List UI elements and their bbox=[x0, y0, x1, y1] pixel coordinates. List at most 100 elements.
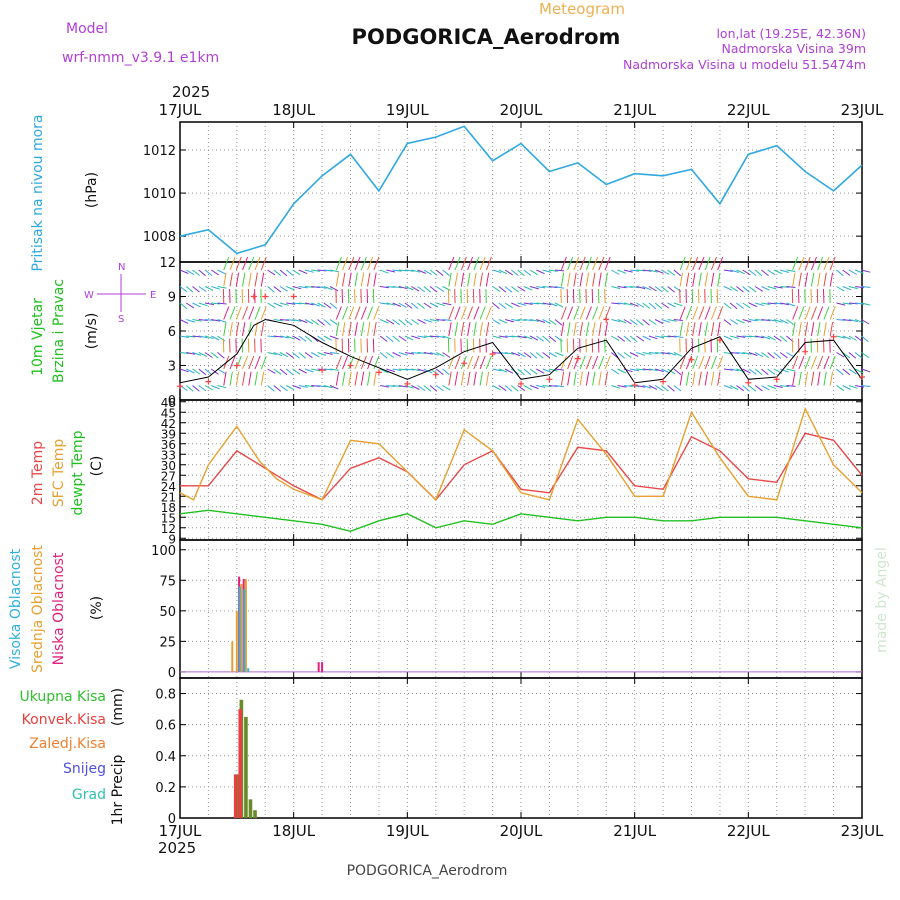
wind-barb bbox=[611, 286, 621, 290]
wind-barb bbox=[667, 352, 677, 356]
compass-s: S bbox=[118, 314, 124, 325]
wind-barb bbox=[579, 371, 583, 386]
wind-barb bbox=[235, 322, 240, 337]
wind-barb bbox=[379, 319, 389, 324]
wind-barb bbox=[348, 306, 355, 320]
precip-bar bbox=[238, 709, 243, 818]
wind-barb bbox=[723, 335, 733, 341]
wind-barb bbox=[542, 385, 552, 388]
wind-barb bbox=[673, 302, 683, 307]
wind-barb bbox=[536, 302, 546, 305]
wind-barb bbox=[392, 335, 400, 342]
wind-barb bbox=[636, 335, 645, 342]
wind-barb bbox=[273, 352, 283, 357]
wind-barb bbox=[192, 385, 200, 392]
wind-barb bbox=[517, 368, 525, 376]
wind-barb bbox=[417, 352, 427, 354]
wind-barb bbox=[529, 286, 539, 290]
compass-e: E bbox=[150, 290, 156, 301]
wind-barb bbox=[179, 368, 189, 373]
wind-barb bbox=[773, 352, 782, 359]
wind-barb bbox=[267, 335, 277, 338]
wind-barb bbox=[342, 306, 349, 320]
wind-barb bbox=[642, 352, 652, 355]
wind-barb bbox=[298, 385, 308, 388]
wind-barb bbox=[304, 385, 315, 388]
wind-barb bbox=[367, 272, 371, 287]
wind-barb bbox=[536, 319, 545, 323]
wind-barb bbox=[436, 286, 445, 292]
wind-barb bbox=[698, 355, 705, 370]
wind-barb bbox=[279, 352, 289, 358]
wind-barb bbox=[773, 269, 783, 275]
wind-barb bbox=[523, 335, 533, 340]
wind-barb bbox=[529, 368, 538, 375]
wind-barb bbox=[398, 286, 408, 290]
wind-barb bbox=[354, 371, 358, 386]
wind-barb bbox=[417, 368, 427, 373]
wind-barb bbox=[523, 286, 533, 291]
wind-barb bbox=[817, 272, 821, 287]
wind-barb bbox=[473, 322, 477, 337]
wind-barb bbox=[429, 352, 439, 356]
wind-barb bbox=[411, 269, 421, 273]
y-tick-label: 24 bbox=[161, 480, 176, 494]
wind-barb bbox=[392, 368, 402, 372]
footer-station: PODGORICA_Aerodrom bbox=[347, 863, 508, 879]
wind-barb bbox=[579, 256, 586, 271]
wind-barb bbox=[192, 286, 200, 293]
wind-barb bbox=[198, 368, 207, 376]
wind-barb bbox=[717, 322, 721, 337]
wind-barb bbox=[854, 269, 864, 274]
y-tick-label: 48 bbox=[161, 396, 176, 410]
wind-barb bbox=[798, 272, 802, 287]
wind-barb bbox=[179, 335, 189, 338]
sfc-temp-line bbox=[179, 406, 863, 502]
wind-barb bbox=[829, 272, 834, 287]
wind-barb bbox=[617, 319, 627, 324]
wind-barb bbox=[654, 385, 663, 391]
wind-barb bbox=[661, 368, 670, 374]
wind-barb bbox=[485, 272, 490, 287]
wind-barb bbox=[335, 272, 340, 287]
wind-ylabel: 10m Vjetar Brzina i Pravac (m/s) N S W E bbox=[30, 262, 156, 383]
wind-barb bbox=[436, 335, 446, 339]
wind-barb bbox=[329, 335, 339, 340]
precip-bar bbox=[233, 774, 238, 818]
model-label: Model bbox=[66, 21, 108, 37]
wind-barb bbox=[504, 352, 515, 355]
gust-marker bbox=[432, 371, 439, 378]
wind-barb bbox=[810, 371, 815, 386]
wind-barb bbox=[286, 286, 295, 291]
wind-barb bbox=[354, 355, 361, 370]
wind-barb bbox=[548, 319, 557, 326]
wind-barb bbox=[804, 371, 808, 386]
precip-ylabel-unit: (mm) bbox=[110, 688, 126, 726]
wind-barb bbox=[467, 355, 474, 370]
wind-barb bbox=[373, 322, 377, 337]
wind-barb bbox=[629, 335, 638, 343]
wind-barb bbox=[298, 269, 308, 275]
wind-barb bbox=[386, 269, 396, 273]
cloud-ylabel-sub: Srednja Oblacnost bbox=[30, 545, 46, 673]
wind-barb bbox=[254, 371, 258, 386]
wind-barb bbox=[511, 352, 520, 357]
wind-barb bbox=[273, 302, 283, 307]
wind-barb bbox=[755, 302, 764, 306]
wind-barb bbox=[642, 335, 651, 341]
wind-barb bbox=[761, 319, 771, 322]
wind-barb bbox=[235, 306, 242, 320]
wind-barb bbox=[617, 385, 627, 388]
wind-barb bbox=[636, 302, 645, 308]
wind-barb bbox=[623, 335, 632, 343]
wind-barb bbox=[511, 385, 519, 392]
wind-barb bbox=[773, 286, 783, 289]
wind-barb bbox=[248, 355, 255, 370]
wind-barb bbox=[223, 256, 230, 271]
lonlat-text: lon,lat (19.25E, 42.36N) bbox=[716, 26, 866, 41]
wind-barb bbox=[211, 385, 220, 390]
wind-barb bbox=[442, 286, 451, 291]
wind-barb bbox=[673, 385, 682, 392]
wind-barb bbox=[755, 319, 765, 321]
wind-barbs bbox=[179, 256, 871, 392]
